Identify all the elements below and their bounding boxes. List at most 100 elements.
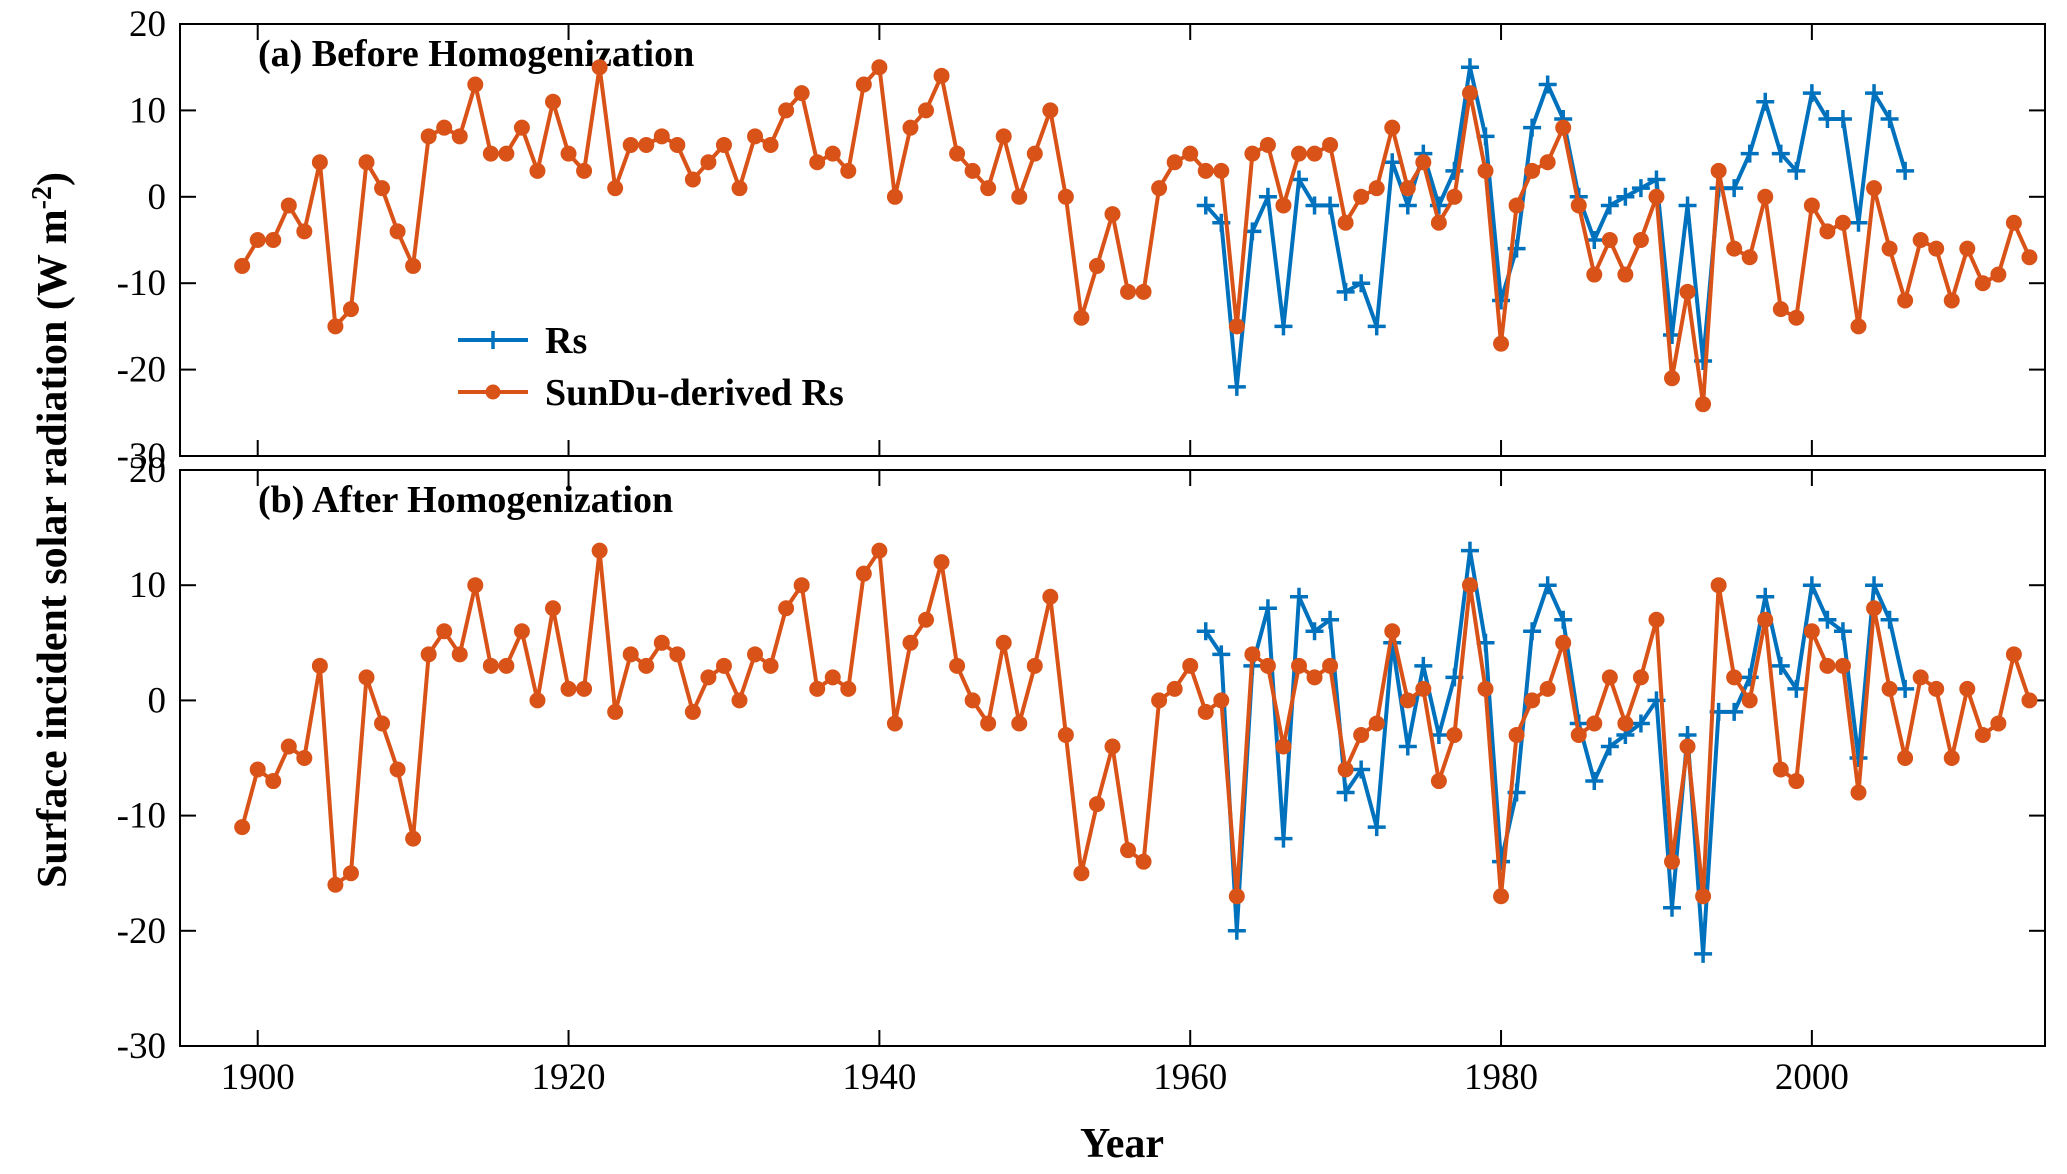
sundu-point: [296, 750, 313, 766]
sundu-point: [980, 715, 997, 732]
rs-point: [1274, 829, 1293, 848]
sundu-point: [1664, 853, 1680, 870]
sundu-point: [374, 715, 391, 732]
sundu-point: [2021, 249, 2038, 266]
sundu-point: [607, 180, 624, 197]
sundu-point: [358, 154, 375, 171]
sundu-point: [576, 162, 593, 179]
sundu-point: [1244, 646, 1261, 663]
sundu-point: [1881, 680, 1898, 697]
sundu-point: [1088, 796, 1105, 813]
rs-point: [1678, 196, 1697, 215]
sundu-point: [684, 171, 701, 188]
rs-point: [1631, 714, 1650, 733]
sundu-point: [296, 223, 313, 240]
sundu-point: [762, 136, 779, 153]
sundu-point: [576, 680, 593, 697]
sundu-point: [1306, 669, 1323, 686]
rs-point: [1787, 161, 1806, 180]
rs-point: [1554, 610, 1573, 629]
sundu-point: [529, 162, 546, 179]
rs-point: [1398, 737, 1417, 756]
x-tick-label: 2000: [1775, 1057, 1849, 1098]
rs-point: [1694, 944, 1713, 963]
sundu-point: [1819, 657, 1836, 674]
panel-a: 20 10 0 -10 -20 -30 (a) Before Homogenization: [117, 4, 2046, 477]
sundu-point: [607, 703, 624, 720]
sundu-point: [1974, 275, 1991, 292]
rs-point: [1647, 170, 1666, 189]
sundu-point: [498, 145, 515, 162]
sundu-point: [1057, 726, 1074, 743]
x-axis-label: Year: [1080, 1121, 1164, 1167]
sundu-point: [1430, 214, 1447, 231]
sundu-point: [918, 611, 934, 628]
y-tick-label: 0: [148, 680, 167, 721]
y-tick-label: -20: [117, 911, 166, 952]
sundu-point: [1322, 657, 1339, 674]
rs-point: [1305, 196, 1324, 215]
sundu-point: [1524, 692, 1541, 709]
rs-point: [1663, 898, 1681, 917]
sundu-point: [1710, 577, 1727, 594]
sundu-point: [498, 657, 515, 674]
sundu-point: [1586, 266, 1603, 283]
sundu-point: [451, 646, 468, 663]
sundu-point: [467, 76, 484, 93]
rs-point: [1258, 187, 1277, 206]
sundu-point: [622, 646, 639, 663]
sundu-point: [1430, 773, 1447, 790]
sundu-point: [653, 128, 670, 145]
sundu-point: [389, 761, 406, 778]
sundu-point: [1834, 214, 1851, 231]
sundu-point: [467, 577, 484, 594]
sundu-point: [886, 715, 903, 732]
sundu-point: [1073, 865, 1090, 882]
rs-point: [1740, 144, 1759, 163]
sundu-point: [1104, 738, 1121, 755]
sundu-point: [1244, 145, 1261, 162]
sundu-point: [1990, 715, 2007, 732]
sundu-point: [700, 154, 717, 171]
sundu-point: [1384, 623, 1401, 640]
panel-title: (b) After Homogenization: [258, 479, 673, 521]
sundu-point: [591, 542, 608, 559]
rs-series-line: [1204, 65, 1908, 389]
rs-point: [1725, 702, 1744, 721]
sundu-point: [1213, 162, 1230, 179]
sundu-point: [529, 692, 546, 709]
sundu-point: [1461, 577, 1478, 594]
sundu-point: [622, 136, 639, 153]
rs-point: [1196, 196, 1215, 215]
sundu-point: [1415, 680, 1432, 697]
rs-point: [1398, 196, 1417, 215]
sundu-point: [342, 301, 359, 318]
sundu-point: [855, 565, 872, 582]
sundu-point: [1570, 197, 1587, 214]
x-tick-label: 1980: [1464, 1057, 1538, 1098]
sundu-point: [1259, 657, 1276, 674]
sundu-point: [1757, 611, 1774, 628]
sundu-point: [933, 67, 950, 84]
sundu-point: [995, 128, 1012, 145]
y-tick-label: -10: [117, 796, 166, 837]
sundu-point: [1772, 761, 1789, 778]
legend: Rs SunDu-derived Rs: [458, 320, 844, 414]
rs-point: [1383, 153, 1402, 172]
sundu-point: [1803, 197, 1820, 214]
sundu-point: [1881, 240, 1898, 257]
sundu-point: [1632, 232, 1649, 248]
legend-sundu-marker: [485, 384, 501, 400]
rs-point: [1352, 760, 1371, 779]
sundu-point: [311, 154, 328, 171]
sundu-point: [902, 634, 919, 651]
sundu-point: [342, 865, 359, 882]
sundu-point: [280, 738, 297, 755]
sundu-point: [591, 59, 608, 76]
y-axis-label: Surface incident solar radiation (W m-2): [27, 172, 77, 888]
sundu-point: [1601, 669, 1618, 686]
rs-point: [1802, 84, 1821, 103]
sundu-point: [1353, 726, 1370, 743]
sundu-point: [280, 197, 297, 214]
sundu-point: [436, 623, 453, 640]
